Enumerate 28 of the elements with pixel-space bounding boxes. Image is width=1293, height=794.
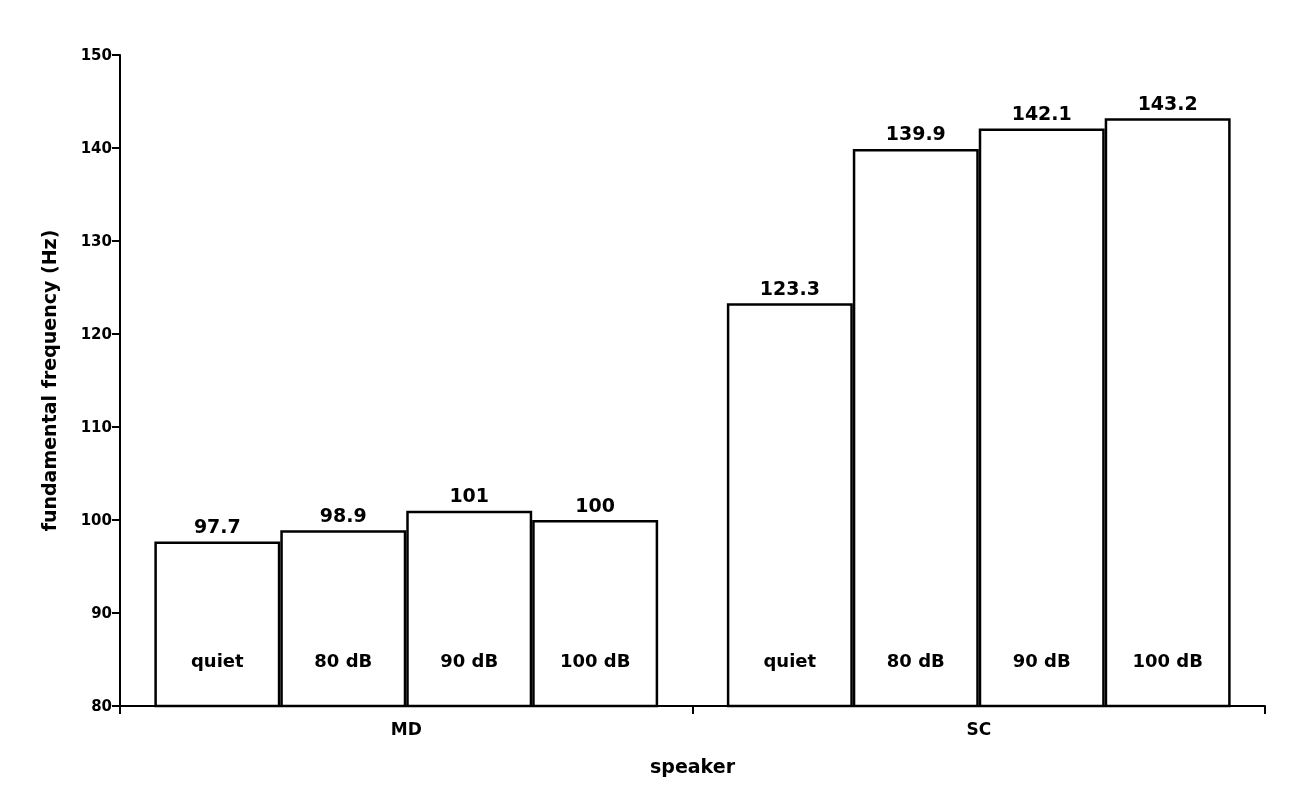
series-label: 80 dB (314, 649, 373, 671)
y-tick-label: 80 (91, 697, 112, 715)
text: quiet (763, 649, 817, 671)
data-label: 123.3 (759, 276, 820, 299)
y-tick-label: 130 (80, 232, 112, 250)
y-tick-label: 140 (80, 139, 112, 157)
data-label: 143.2 (1137, 91, 1198, 114)
y-axis-title: fundamental frequency (Hz) (37, 229, 60, 532)
data-label: 100 (575, 493, 616, 516)
text: 80 dB (886, 649, 945, 671)
data-label: 98.9 (319, 503, 367, 526)
y-tick-label: 100 (80, 511, 112, 529)
y-tick-label: 150 (80, 46, 112, 64)
series-label: 100 dB (559, 649, 631, 671)
data-label: 139.9 (885, 122, 946, 145)
y-tick-label: 120 (80, 325, 112, 343)
series-label: 90 dB (440, 649, 499, 671)
data-label: 101 (449, 484, 490, 507)
x-tick-label: MD (390, 718, 422, 739)
y-tick-label: 90 (91, 604, 112, 622)
text: 90 dB (1012, 649, 1071, 671)
x-tick-label: SC (966, 718, 992, 739)
text: 100 dB (1132, 649, 1203, 671)
x-axis-title: speaker (650, 754, 736, 777)
series-label: quiet (190, 649, 245, 671)
data-label: 97.7 (193, 514, 241, 537)
y-tick-label: 110 (80, 418, 112, 436)
data-label: 142.1 (1011, 101, 1072, 124)
